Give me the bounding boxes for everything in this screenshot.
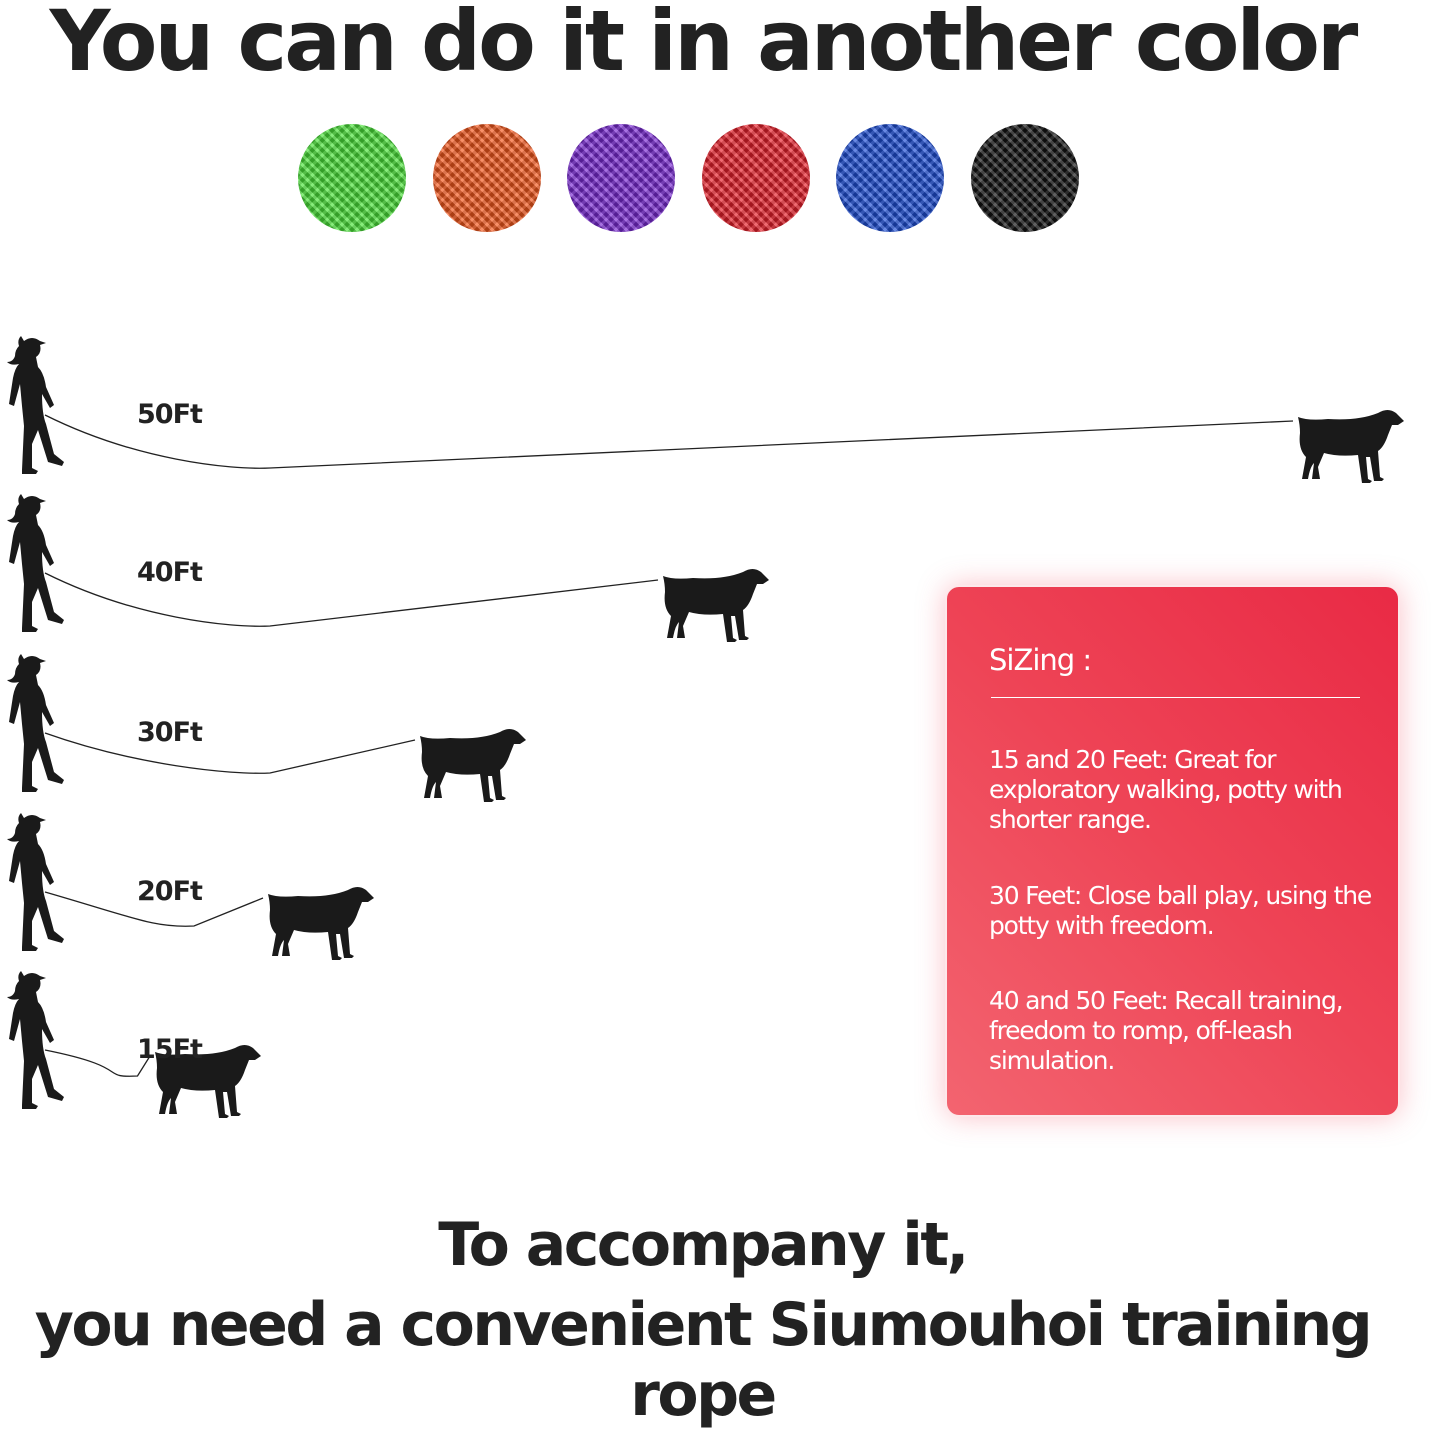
length-label: 15Ft — [137, 1034, 203, 1065]
walker-icon — [7, 336, 64, 474]
sizing-title: SiZing : — [989, 643, 1092, 677]
walker-icon — [7, 654, 64, 792]
color-swatch-black[interactable] — [971, 124, 1079, 232]
leash-line — [44, 891, 264, 927]
sizing-item: 15 and 20 Feet: Great for exploratory wa… — [989, 745, 1343, 834]
leash-line — [44, 732, 416, 774]
color-swatch-green[interactable] — [298, 124, 406, 232]
footer-line-1: To accompany it, — [438, 1210, 969, 1280]
length-label: 50Ft — [137, 399, 203, 430]
color-swatch-red[interactable] — [702, 124, 810, 232]
color-swatch-orange[interactable] — [433, 124, 541, 232]
leash-length-illustration — [7, 336, 1404, 1118]
walker-icon — [7, 813, 64, 951]
length-label: 30Ft — [137, 717, 203, 748]
sizing-card: SiZing : 15 and 20 Feet: Great for explo… — [945, 585, 1400, 1117]
sizing-item: 30 Feet: Close ball play, using the pott… — [989, 881, 1372, 940]
leash-line — [44, 414, 1294, 469]
dog-icon — [416, 726, 526, 802]
walker-icon — [7, 494, 64, 632]
dog-icon — [264, 884, 374, 960]
dog-icon — [659, 566, 769, 642]
divider — [991, 697, 1360, 698]
page-title: You can do it in another color — [49, 0, 1359, 90]
length-label: 20Ft — [137, 876, 203, 907]
dog-icon — [151, 1042, 261, 1118]
leash-line — [44, 1049, 151, 1077]
color-swatch-blue[interactable] — [836, 124, 944, 232]
dog-icon — [1294, 407, 1404, 483]
footer-line-2: you need a convenient Siumouhoi training… — [34, 1290, 1373, 1430]
leash-line — [44, 572, 659, 627]
sizing-item: 40 and 50 Feet: Recall training, freedom… — [989, 986, 1344, 1075]
walker-icon — [7, 971, 64, 1109]
color-swatch-purple[interactable] — [567, 124, 675, 232]
length-label: 40Ft — [137, 557, 203, 588]
